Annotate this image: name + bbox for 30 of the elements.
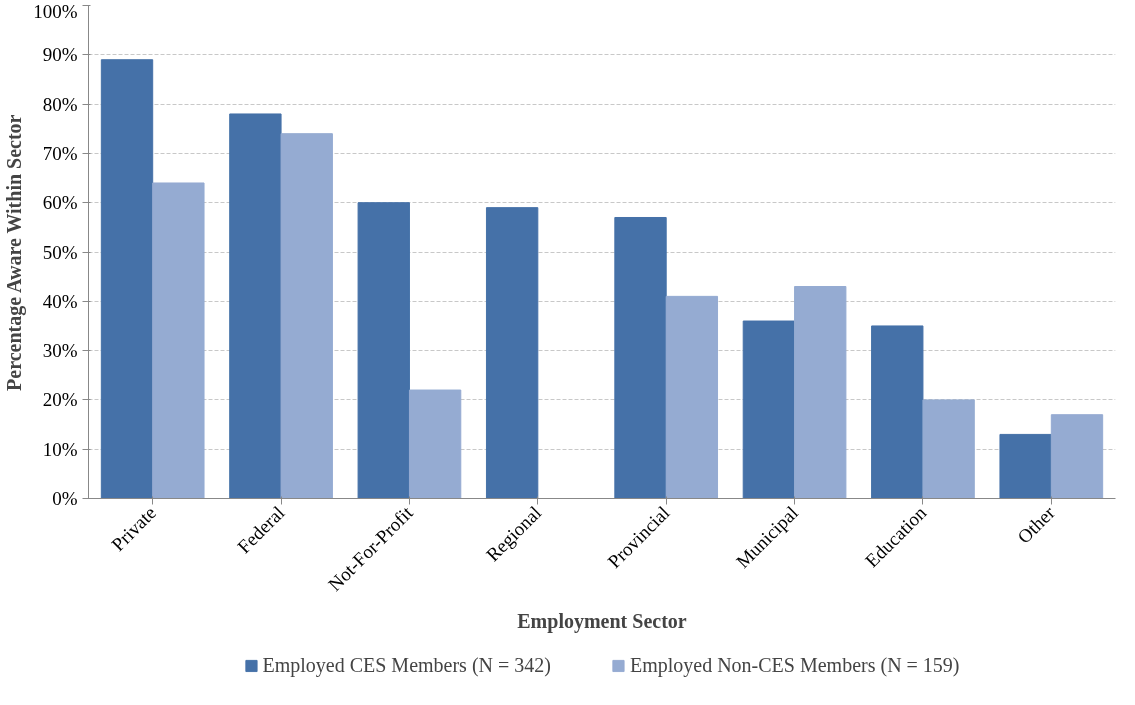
bar — [485, 207, 539, 499]
bar — [357, 202, 410, 499]
y-tick-label: 100% — [33, 0, 78, 22]
bar — [229, 113, 282, 499]
bar — [152, 182, 205, 499]
y-tick-label: 10% — [42, 438, 78, 460]
y-tick-label: 40% — [42, 290, 78, 312]
legend-label: Employed CES Members (N = 342) — [262, 653, 551, 677]
y-tick-label: 90% — [42, 44, 78, 66]
bar — [922, 399, 975, 499]
y-tick-label: 0% — [52, 488, 78, 509]
y-tick-label: 70% — [42, 142, 78, 164]
bar — [614, 216, 667, 499]
bar — [100, 59, 154, 499]
y-axis-title: Percentage Aware Within Sector — [3, 114, 27, 391]
bar — [408, 389, 462, 499]
bar — [280, 133, 333, 499]
y-tick-label: 20% — [42, 389, 78, 411]
y-tick-label: 30% — [42, 340, 78, 362]
bar — [794, 286, 847, 499]
y-tick-label: 50% — [42, 241, 78, 263]
x-axis-title: Employment Sector — [517, 610, 687, 634]
y-tick-label: 80% — [42, 93, 78, 115]
bar — [999, 433, 1052, 499]
bar — [742, 320, 796, 499]
legend-label: Employed Non-CES Members (N = 159) — [629, 653, 960, 677]
bar — [871, 325, 924, 499]
bar — [665, 295, 719, 499]
y-tick-label: 60% — [42, 192, 78, 214]
bar — [1050, 414, 1104, 499]
